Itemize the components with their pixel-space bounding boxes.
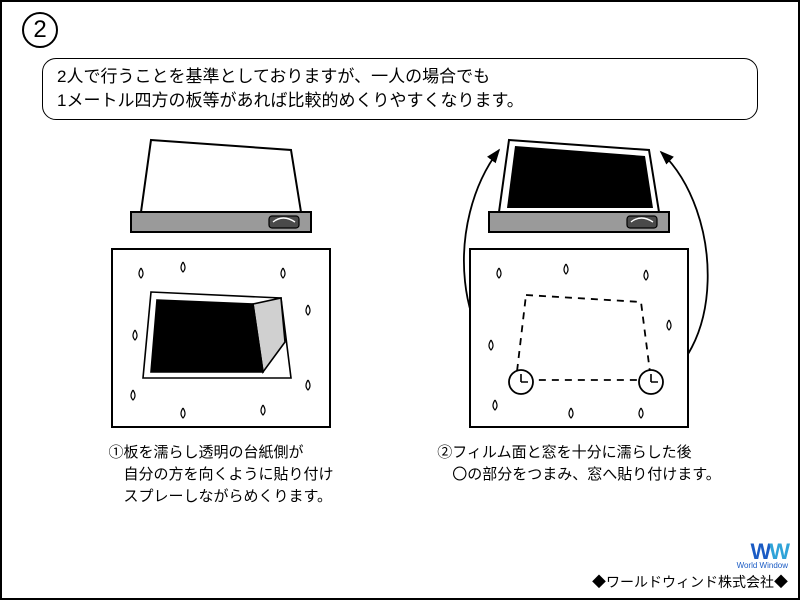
board-left bbox=[111, 248, 331, 428]
right-caption: ②フィルム面と窓を十分に濡らした後 〇の部分をつまみ、窓へ貼り付けます。 bbox=[437, 442, 721, 486]
logo-subtext: World Window bbox=[592, 561, 788, 570]
right-diagram: ②フィルム面と窓を十分に濡らした後 〇の部分をつまみ、窓へ貼り付けます。 bbox=[419, 132, 739, 507]
board-left-svg bbox=[113, 250, 329, 426]
step-number-text: 2 bbox=[33, 16, 46, 44]
board-right-svg bbox=[471, 250, 687, 426]
header-instruction-box: 2人で行うことを基準としておりますが、一人の場合でも 1メートル四方の板等があれ… bbox=[42, 58, 758, 120]
company-name: ◆ワールドウィンド株式会社◆ bbox=[592, 572, 788, 592]
header-line-2: 1メートル四方の板等があれば比較的めくりやすくなります。 bbox=[57, 89, 743, 113]
diagram-row: ①板を濡らし透明の台紙側が 自分の方を向くように貼り付け スプレーしながらめくり… bbox=[2, 132, 798, 507]
step-number-badge: 2 bbox=[22, 12, 58, 48]
left-caption: ①板を濡らし透明の台紙側が 自分の方を向くように貼り付け スプレーしながらめくり… bbox=[108, 442, 333, 507]
board-right bbox=[469, 248, 689, 428]
car-window-left-icon bbox=[111, 132, 331, 242]
left-diagram: ①板を濡らし透明の台紙側が 自分の方を向くように貼り付け スプレーしながらめくり… bbox=[61, 132, 381, 507]
footer: WW World Window ◆ワールドウィンド株式会社◆ bbox=[592, 539, 788, 592]
header-line-1: 2人で行うことを基準としておりますが、一人の場合でも bbox=[57, 65, 743, 89]
car-window-right-icon bbox=[419, 132, 739, 242]
